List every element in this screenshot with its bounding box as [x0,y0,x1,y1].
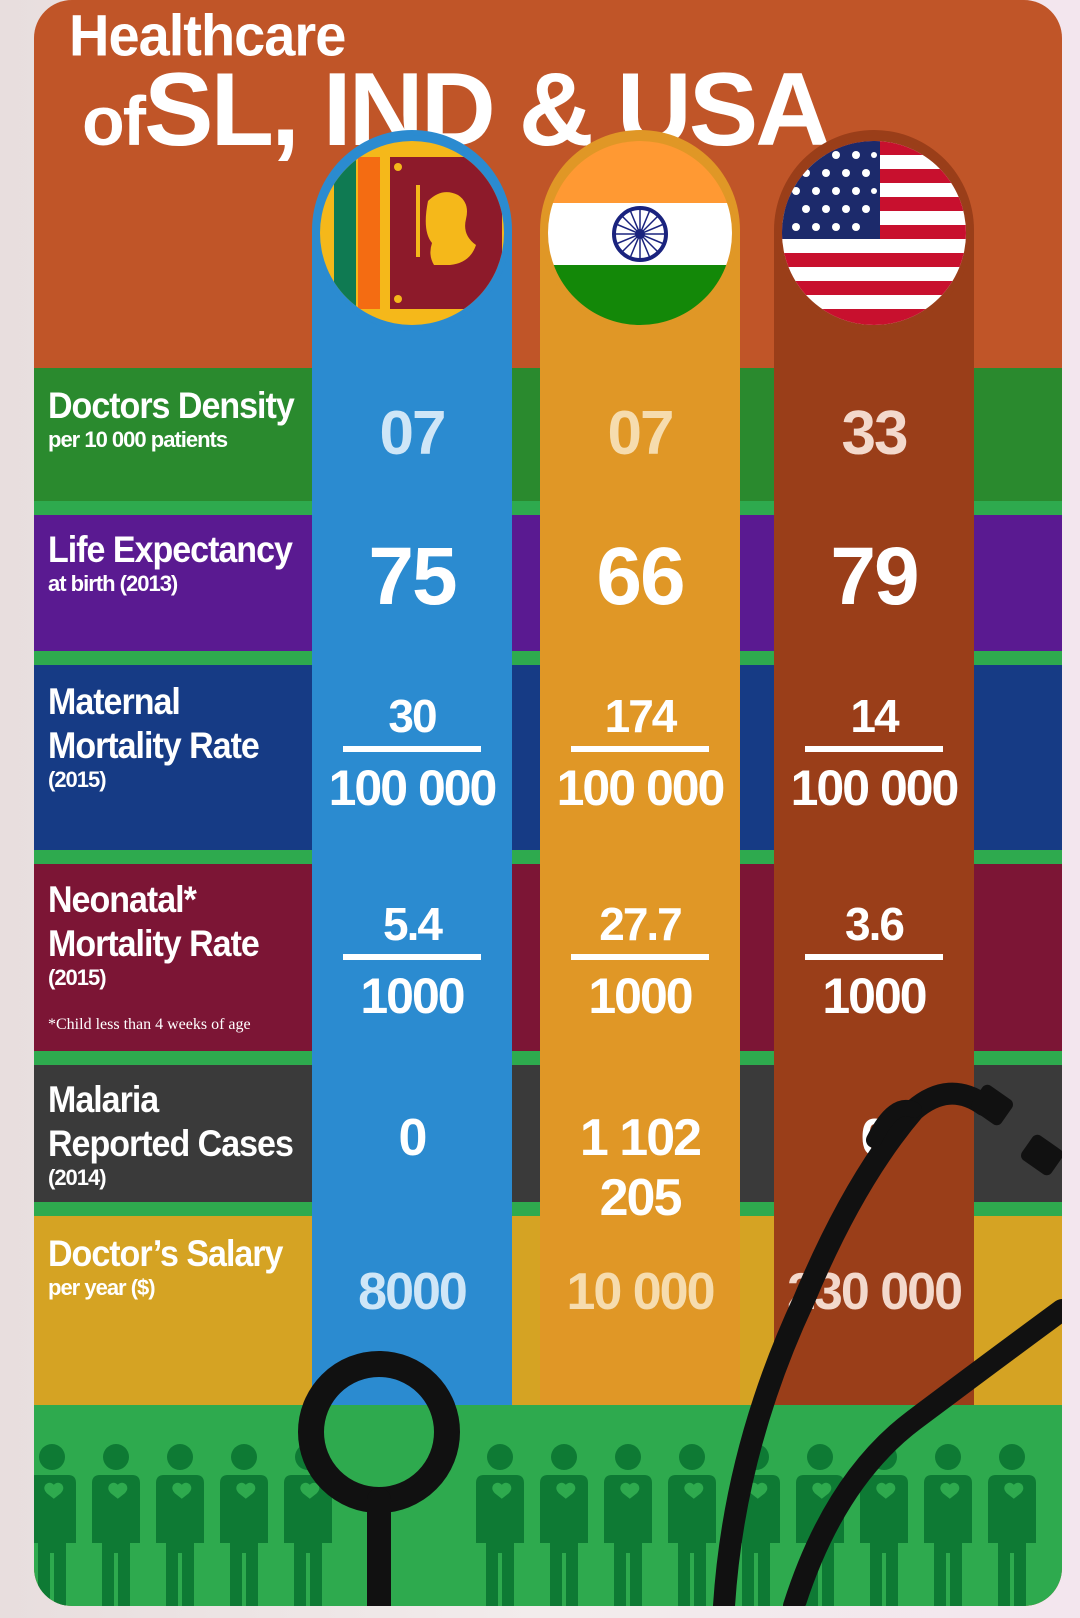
value-malaria-sl: 0 [398,1109,428,1167]
label-sub: (2015) [48,965,107,990]
numerator: 30 [388,690,437,742]
numerator: 14 [850,690,899,742]
value-doctors-density-sl: 07 [379,399,447,468]
fraction-neonatal-usa: 3.6 1000 [774,898,974,1024]
fraction-neonatal-ind: 27.7 1000 [540,898,740,1024]
label-main: Mortality Rate [48,725,260,767]
value-malaria-ind: 1 102 205 [579,1109,702,1227]
fraction-maternal-ind: 174 100 000 [540,690,740,816]
fraction-neonatal-sl: 5.4 1000 [312,898,512,1024]
label-main: Reported Cases [48,1123,294,1165]
value-doctors-density-ind: 07 [607,399,675,468]
label-sub: per year ($) [48,1275,156,1300]
label-main: Doctor’s Salary [48,1233,283,1275]
value-life-expectancy-usa: 79 [830,531,919,622]
label-main: Mortality Rate [48,923,260,965]
denominator: 100 000 [790,760,960,816]
fraction-bar [343,746,481,752]
people-band [34,1405,1062,1606]
fraction-bar [343,954,481,960]
label-salary: Doctor’s Salary per year ($) [48,1232,283,1300]
title-countries: SL, IND & USA [144,52,830,168]
label-main: Life Expectancy [48,529,293,571]
label-note: *Child less than 4 weeks of age [48,1016,251,1033]
value-life-expectancy-sl: 75 [368,531,457,622]
label-main: Doctors Density [48,385,295,427]
label-sub: (2014) [48,1165,107,1190]
value-salary-sl: 8000 [358,1263,468,1321]
denominator: 1000 [360,968,465,1024]
label-life-expectancy: Life Expectancy at birth (2013) [48,528,293,596]
numerator: 27.7 [599,898,683,950]
denominator: 100 000 [328,760,498,816]
numerator: 174 [604,690,678,742]
denominator: 1000 [588,968,693,1024]
value-malaria-usa: 0 [860,1109,890,1167]
fraction-bar [571,746,709,752]
label-maternal-mortality: Maternal Mortality Rate (2015) [48,680,260,792]
people-icon [34,1444,1036,1606]
title-line-2: ofSL, IND & USA [82,58,830,162]
title-line-1: Healthcare [69,1,346,68]
flag-sri-lanka-icon [314,135,510,331]
denominator: 1000 [822,968,927,1024]
fraction-bar [571,954,709,960]
label-sub: (2015) [48,767,107,792]
title-of: of [82,82,146,160]
column-sri-lanka [312,130,512,1405]
numerator: 5.4 [383,898,443,950]
label-sub: per 10 000 patients [48,427,228,452]
fraction-maternal-sl: 30 100 000 [312,690,512,816]
numerator: 3.6 [845,898,905,950]
label-neonatal-mortality: Neonatal* Mortality Rate (2015) *Child l… [48,878,260,1034]
value-salary-ind: 10 000 [566,1263,715,1321]
label-main: Maternal [48,681,181,723]
value-doctors-density-usa: 33 [841,399,909,468]
infographic-card: Healthcare ofSL, IND & USA Doctors Densi… [34,0,1062,1606]
label-main: Neonatal* [48,879,197,921]
label-malaria: Malaria Reported Cases (2014) [48,1078,294,1190]
flag-india-icon [542,135,738,331]
fraction-maternal-usa: 14 100 000 [774,690,974,816]
label-main: Malaria [48,1079,159,1121]
flag-usa-icon [776,135,972,331]
value-life-expectancy-ind: 66 [596,531,685,622]
value-salary-usa: 230 000 [787,1263,963,1321]
fraction-bar [805,746,943,752]
label-sub: at birth (2013) [48,571,178,596]
label-doctors-density: Doctors Density per 10 000 patients [48,384,295,452]
fraction-bar [805,954,943,960]
column-india [540,130,740,1405]
denominator: 100 000 [556,760,726,816]
